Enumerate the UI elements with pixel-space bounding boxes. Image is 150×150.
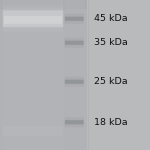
Text: 35 kDa: 35 kDa — [94, 38, 128, 47]
Text: 25 kDa: 25 kDa — [94, 77, 127, 86]
Bar — [3, 0, 63, 150]
FancyBboxPatch shape — [65, 118, 84, 127]
FancyBboxPatch shape — [3, 10, 63, 27]
FancyBboxPatch shape — [65, 76, 84, 87]
Text: 18 kDa: 18 kDa — [94, 118, 127, 127]
FancyBboxPatch shape — [65, 77, 84, 86]
FancyBboxPatch shape — [65, 118, 84, 126]
Bar — [0, 0, 87, 150]
FancyBboxPatch shape — [3, 5, 63, 32]
FancyBboxPatch shape — [65, 15, 84, 23]
Bar — [64, 0, 84, 150]
FancyBboxPatch shape — [65, 80, 84, 84]
FancyBboxPatch shape — [3, 8, 63, 30]
FancyBboxPatch shape — [65, 39, 84, 47]
FancyBboxPatch shape — [3, 7, 63, 31]
FancyBboxPatch shape — [65, 120, 84, 124]
FancyBboxPatch shape — [65, 38, 84, 47]
FancyBboxPatch shape — [3, 126, 63, 136]
FancyBboxPatch shape — [65, 41, 84, 45]
FancyBboxPatch shape — [65, 38, 84, 48]
Text: 45 kDa: 45 kDa — [94, 14, 127, 23]
FancyBboxPatch shape — [4, 16, 62, 24]
FancyBboxPatch shape — [65, 78, 84, 86]
FancyBboxPatch shape — [65, 14, 84, 23]
FancyBboxPatch shape — [65, 17, 84, 21]
Bar — [0, 0, 87, 9]
FancyBboxPatch shape — [65, 14, 84, 24]
FancyBboxPatch shape — [65, 117, 84, 128]
